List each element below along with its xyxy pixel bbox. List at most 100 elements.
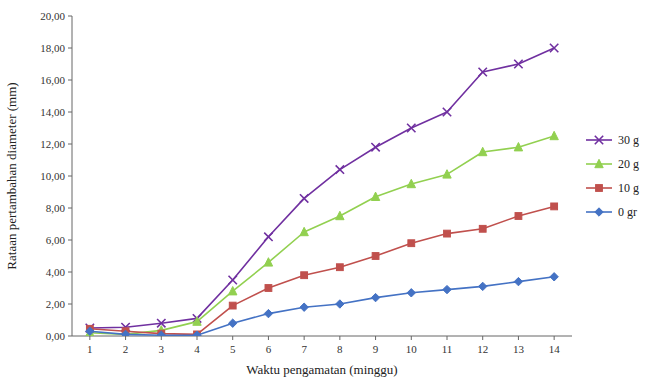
legend-marker [596, 185, 603, 192]
point-marker [407, 289, 415, 297]
point-marker [265, 285, 272, 292]
y-tick [68, 176, 72, 177]
series-line [90, 48, 554, 328]
point-marker [372, 253, 379, 260]
y-axis-label: Rataan pertambahan diameter (mm) [4, 82, 19, 269]
y-tick-label: 8,00 [46, 202, 66, 214]
series [86, 203, 557, 336]
y-tick [68, 240, 72, 241]
point-marker [407, 179, 415, 187]
series-line [90, 206, 554, 334]
x-tick [411, 336, 412, 340]
x-tick-label: 6 [266, 343, 272, 355]
point-marker [551, 203, 558, 210]
point-marker [300, 227, 308, 235]
y-tick [68, 272, 72, 273]
point-marker [514, 60, 522, 68]
axes: 12345678910111213140,002,004,006,008,001… [40, 10, 572, 355]
x-tick-label: 2 [123, 343, 129, 355]
point-marker [514, 277, 522, 285]
x-tick [125, 336, 126, 340]
background [0, 0, 664, 388]
series [86, 131, 559, 336]
point-marker [515, 213, 522, 220]
point-marker [479, 147, 487, 155]
point-marker [479, 282, 487, 290]
x-tick-label: 4 [194, 343, 200, 355]
x-tick [518, 336, 519, 340]
y-tick-label: 14,00 [40, 106, 65, 118]
legend-label: 0 gr [618, 205, 637, 219]
series [86, 44, 559, 332]
x-tick-label: 12 [477, 343, 488, 355]
y-tick [68, 112, 72, 113]
series [86, 273, 559, 336]
point-marker [229, 276, 237, 284]
x-tick-label: 13 [513, 343, 525, 355]
y-tick [68, 208, 72, 209]
point-marker [121, 330, 129, 336]
point-marker [479, 68, 487, 76]
legend-label: 20 g [618, 157, 639, 171]
y-tick-label: 16,00 [40, 74, 65, 86]
y-tick [68, 80, 72, 81]
y-tick-label: 2,00 [46, 298, 66, 310]
x-tick [339, 336, 340, 340]
x-tick-label: 8 [337, 343, 343, 355]
x-tick [268, 336, 269, 340]
point-marker [336, 211, 344, 219]
plot-area [86, 44, 559, 336]
point-marker [550, 44, 558, 52]
y-tick [68, 16, 72, 17]
x-tick-label: 7 [301, 343, 307, 355]
point-marker [443, 108, 451, 116]
point-marker [550, 131, 558, 139]
point-marker [479, 225, 486, 232]
legend-marker [595, 159, 603, 167]
point-marker [264, 309, 272, 317]
legend-marker [595, 208, 603, 216]
x-tick [447, 336, 448, 340]
x-tick-label: 5 [230, 343, 236, 355]
x-tick [375, 336, 376, 340]
point-marker [301, 272, 308, 279]
y-tick [68, 144, 72, 145]
y-tick [68, 336, 72, 337]
x-axis-label: Waktu pengamatan (minggu) [246, 362, 397, 377]
x-tick [89, 336, 90, 340]
legend-label: 30 g [618, 133, 639, 147]
x-tick-label: 11 [442, 343, 453, 355]
y-tick-label: 18,00 [40, 42, 65, 54]
point-marker [264, 258, 272, 266]
point-marker [229, 302, 236, 309]
x-tick [161, 336, 162, 340]
legend-label: 10 g [618, 181, 639, 195]
point-marker [444, 230, 451, 237]
x-tick [482, 336, 483, 340]
y-tick-label: 12,00 [40, 138, 65, 150]
point-marker [550, 273, 558, 281]
point-marker [371, 293, 379, 301]
point-marker [514, 143, 522, 151]
point-marker [86, 327, 94, 335]
point-marker [371, 143, 379, 151]
x-tick-label: 10 [406, 343, 418, 355]
point-marker [371, 192, 379, 200]
x-tick [304, 336, 305, 340]
y-tick [68, 304, 72, 305]
point-marker [443, 170, 451, 178]
x-tick-label: 9 [373, 343, 379, 355]
point-marker [157, 331, 165, 336]
point-marker [264, 233, 272, 241]
point-marker [229, 287, 237, 295]
point-marker [443, 285, 451, 293]
x-tick-label: 1 [87, 343, 93, 355]
legend: 30 g 20 g 10 g 0 gr [586, 133, 639, 219]
y-tick-label: 4,00 [46, 266, 66, 278]
x-tick-label: 14 [549, 343, 561, 355]
point-marker [336, 264, 343, 271]
legend-marker [595, 136, 603, 144]
point-marker [193, 317, 201, 325]
point-marker [229, 319, 237, 327]
point-marker [408, 240, 415, 247]
